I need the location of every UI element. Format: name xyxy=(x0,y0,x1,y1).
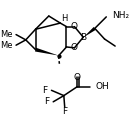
Text: O: O xyxy=(71,43,78,52)
Text: F: F xyxy=(42,86,47,95)
Text: OH: OH xyxy=(96,82,109,91)
Text: B: B xyxy=(80,33,86,42)
Text: O: O xyxy=(71,22,78,31)
Text: Me: Me xyxy=(0,41,13,50)
Text: NH₂: NH₂ xyxy=(113,12,130,20)
Text: Me: Me xyxy=(0,30,13,39)
Text: F: F xyxy=(62,107,67,116)
Text: H: H xyxy=(61,14,67,23)
Polygon shape xyxy=(83,27,96,37)
Text: O: O xyxy=(74,73,81,82)
Polygon shape xyxy=(35,48,59,56)
Text: F: F xyxy=(44,97,49,106)
